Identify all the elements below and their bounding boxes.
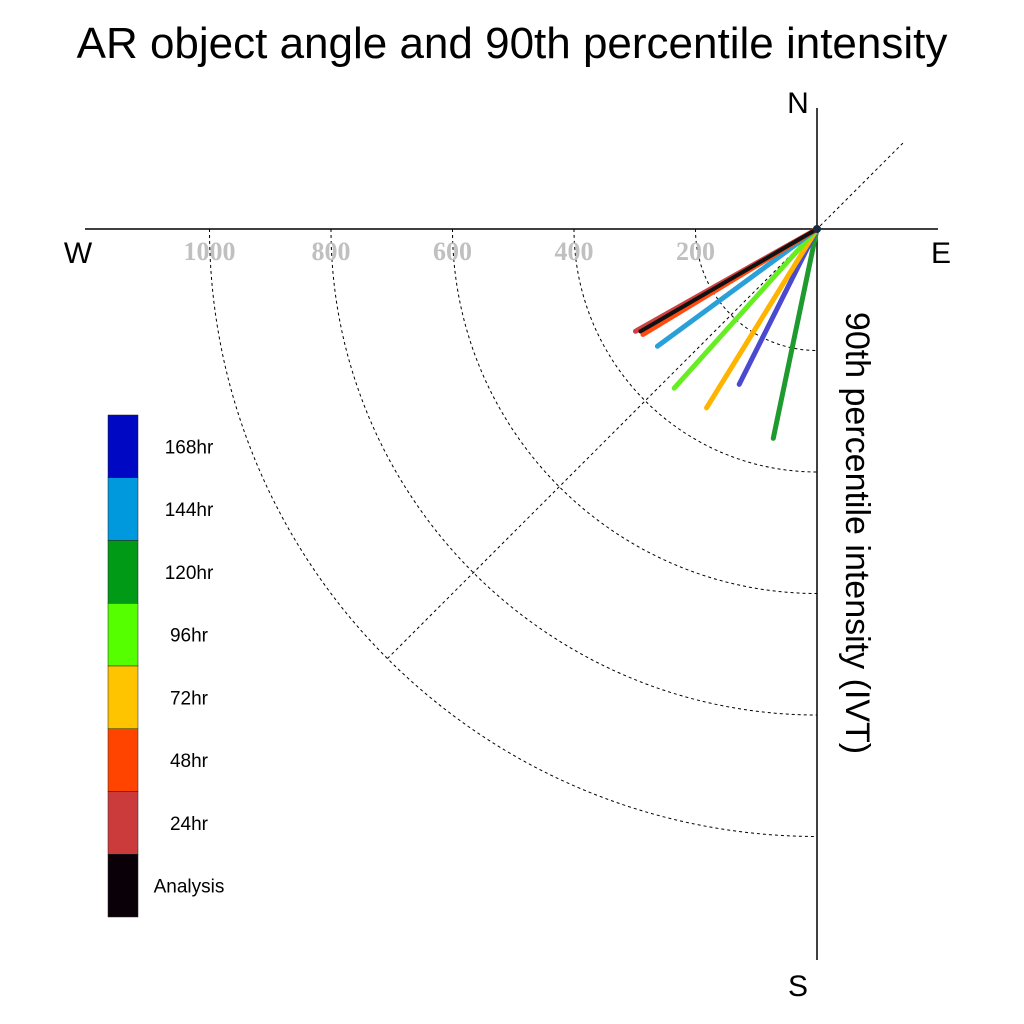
compass-east-label: E [931,237,951,270]
vector-96hr [671,226,820,391]
radial-tick-200: 200 [676,237,715,266]
radial-tick-1000: 1000 [184,237,236,266]
legend-label-96hr: 96hr [170,626,209,647]
vector-72hr [704,226,820,411]
compass-north-label: N [787,87,809,120]
legend-label-168hr: 168hr [165,437,214,458]
legend-label-24hr: 24hr [170,814,209,835]
radial-tick-400: 400 [555,237,594,266]
vector-168hr [736,226,820,387]
legend-label-48hr: 48hr [170,751,209,772]
vector-analysis [638,227,819,334]
radial-tick-labels: 1000 800 600 400 200 [184,237,716,266]
legend-swatch-48hr [107,728,139,792]
grid-ring-600 [452,228,818,594]
legend-swatch-72hr [107,665,139,729]
legend: 168hr 144hr 120hr 96hr 72hr 48hr 24hr Analysis [107,414,225,918]
legend-label-120hr: 120hr [165,563,214,584]
legend-label-analysis: Analysis [154,877,225,898]
legend-label-72hr: 72hr [170,688,209,709]
grid-ring-400 [573,228,818,473]
grid-ring-800 [330,228,818,716]
vector-144hr [654,226,820,349]
legend-swatch-96hr [107,603,139,667]
legend-label-144hr: 144hr [165,500,214,521]
grid-ring-1000 [209,228,818,837]
compass-south-label: S [788,970,808,1003]
radial-tick-800: 800 [312,237,351,266]
intensity-vectors [632,226,820,441]
legend-swatch-24hr [107,791,139,855]
compass-west-label: W [64,237,93,270]
grid-diagonal [387,142,904,659]
vector-120hr [770,226,820,441]
chart-title: AR object angle and 90th percentile inte… [77,19,948,68]
radial-axis-label: 90th percentile intensity (IVT) [838,312,876,754]
legend-swatch-168hr [107,414,139,478]
origin-marker [813,225,821,233]
legend-swatch-144hr [107,477,139,541]
legend-swatch-120hr [107,540,139,604]
legend-swatch-analysis [107,854,139,918]
radial-tick-600: 600 [433,237,472,266]
